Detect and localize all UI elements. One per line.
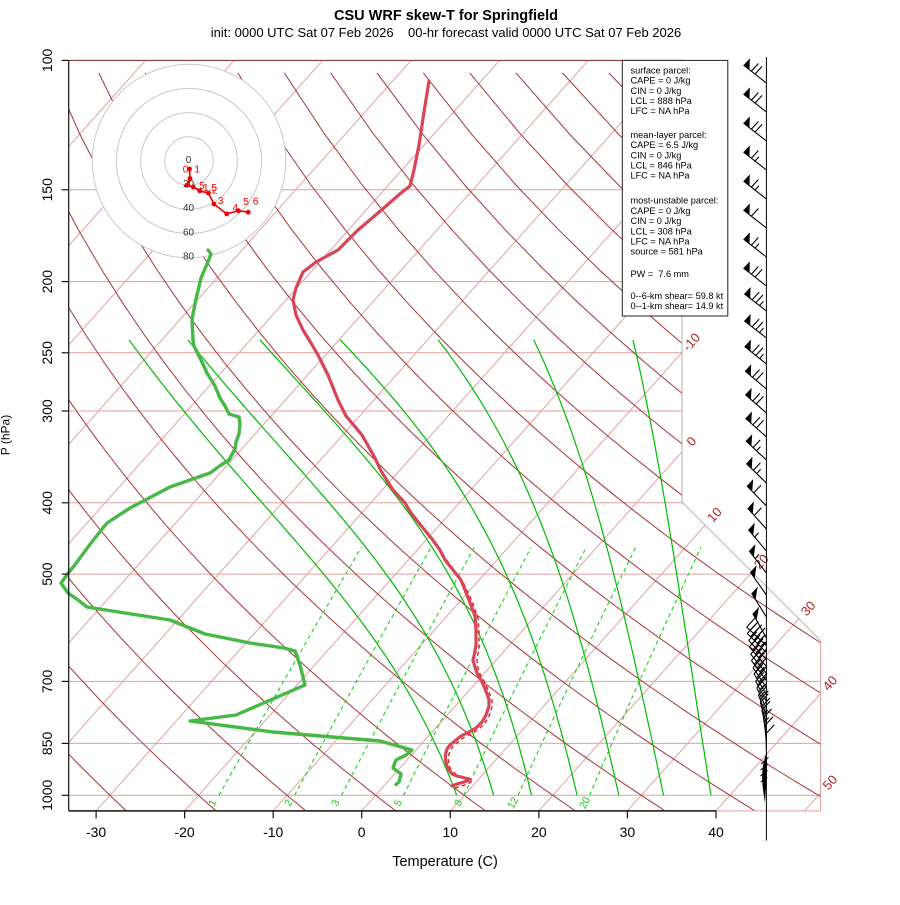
svg-text:surface parcel:: surface parcel:	[631, 65, 691, 75]
svg-text:0--1-km shear= 14.9 kt: 0--1-km shear= 14.9 kt	[631, 301, 724, 311]
svg-text:40: 40	[183, 203, 195, 214]
svg-text:100: 100	[39, 49, 55, 73]
svg-text:CIN = 0 J/kg: CIN = 0 J/kg	[631, 216, 682, 226]
svg-text:most-unstable parcel:: most-unstable parcel:	[631, 196, 719, 206]
svg-text:Temperature (C): Temperature (C)	[392, 854, 498, 870]
svg-text:300: 300	[39, 399, 55, 423]
svg-text:-10: -10	[263, 824, 283, 840]
svg-text:CSU WRF skew-T for Springfield: CSU WRF skew-T for Springfield	[334, 8, 558, 24]
svg-text:CIN = 0 J/kg: CIN = 0 J/kg	[631, 150, 682, 160]
svg-text:6: 6	[253, 197, 259, 208]
svg-text:0: 0	[183, 165, 189, 176]
svg-text:4: 4	[233, 203, 239, 214]
svg-text:80: 80	[183, 252, 195, 263]
svg-text:init: 0000 UTC Sat 07 Feb 2026: init: 0000 UTC Sat 07 Feb 2026 00-hr for…	[211, 25, 681, 40]
svg-text:1: 1	[194, 165, 200, 176]
svg-text:700: 700	[39, 670, 55, 694]
svg-text:10: 10	[443, 824, 459, 840]
svg-text:-20: -20	[174, 824, 194, 840]
svg-text:20: 20	[531, 824, 547, 840]
svg-text:CAPE = 0 J/kg: CAPE = 0 J/kg	[631, 206, 691, 216]
svg-text:LCL = 308 hPa: LCL = 308 hPa	[631, 226, 693, 236]
svg-text:LFC = NA hPa: LFC = NA hPa	[631, 237, 691, 247]
svg-text:250: 250	[39, 341, 55, 365]
svg-text:LFC = NA hPa: LFC = NA hPa	[631, 106, 691, 116]
svg-text:PW = 7.6 mm: PW = 7.6 mm	[631, 269, 690, 279]
svg-text:400: 400	[39, 491, 55, 515]
svg-text:40: 40	[708, 824, 724, 840]
svg-text:0--6-km shear= 59.8 kt: 0--6-km shear= 59.8 kt	[631, 291, 724, 301]
svg-text:3: 3	[218, 196, 224, 207]
svg-text:-30: -30	[86, 824, 106, 840]
svg-text:mean-layer parcel:: mean-layer parcel:	[631, 130, 707, 140]
svg-text:2: 2	[212, 186, 218, 197]
svg-text:LFC = NA hPa: LFC = NA hPa	[631, 171, 691, 181]
svg-text:0: 0	[358, 824, 366, 840]
svg-text:500: 500	[39, 562, 55, 586]
svg-text:30: 30	[620, 824, 636, 840]
svg-text:60: 60	[183, 227, 195, 238]
svg-text:LCL = 888 hPa: LCL = 888 hPa	[631, 96, 693, 106]
svg-text:CAPE = 6.5 J/kg: CAPE = 6.5 J/kg	[631, 140, 699, 150]
svg-text:5: 5	[243, 197, 249, 208]
svg-text:LCL = 846 hPa: LCL = 846 hPa	[631, 161, 693, 171]
svg-text:source = 581 hPa: source = 581 hPa	[631, 247, 704, 257]
svg-text:CIN = 0 J/kg: CIN = 0 J/kg	[631, 86, 682, 96]
svg-text:850: 850	[39, 732, 55, 756]
svg-text:150: 150	[39, 178, 55, 202]
svg-text:200: 200	[39, 270, 55, 294]
svg-text:1000: 1000	[39, 780, 55, 811]
svg-text:CAPE = 0 J/kg: CAPE = 0 J/kg	[631, 76, 691, 86]
svg-text:P (hPa): P (hPa)	[0, 415, 13, 455]
